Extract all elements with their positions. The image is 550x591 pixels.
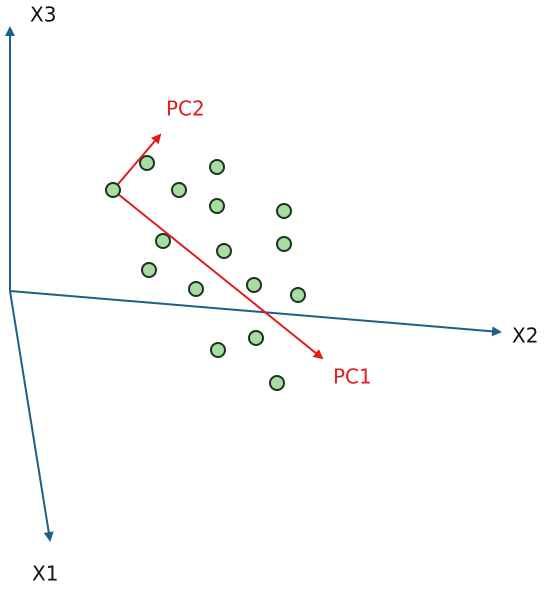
point <box>188 281 204 297</box>
point <box>246 277 262 293</box>
pc1-arrow <box>112 189 324 360</box>
pc2-arrow <box>112 133 162 191</box>
point <box>248 330 264 346</box>
point <box>209 159 225 175</box>
x3-label: X3 <box>30 3 56 27</box>
point <box>139 155 155 171</box>
pc1-label: PC1 <box>333 365 372 389</box>
x1-label: X1 <box>32 562 58 586</box>
point <box>105 182 121 198</box>
point <box>276 203 292 219</box>
data-points <box>139 155 306 391</box>
point <box>209 198 225 214</box>
point <box>269 375 285 391</box>
point <box>290 287 306 303</box>
x2-axis <box>9 290 502 337</box>
point <box>155 233 171 249</box>
point <box>171 182 187 198</box>
point <box>210 342 226 358</box>
point <box>216 243 232 259</box>
point <box>141 262 157 278</box>
x2-label: X2 <box>512 324 538 348</box>
pc2-label: PC2 <box>166 97 205 121</box>
x1-axis <box>9 290 54 542</box>
point <box>276 236 292 252</box>
